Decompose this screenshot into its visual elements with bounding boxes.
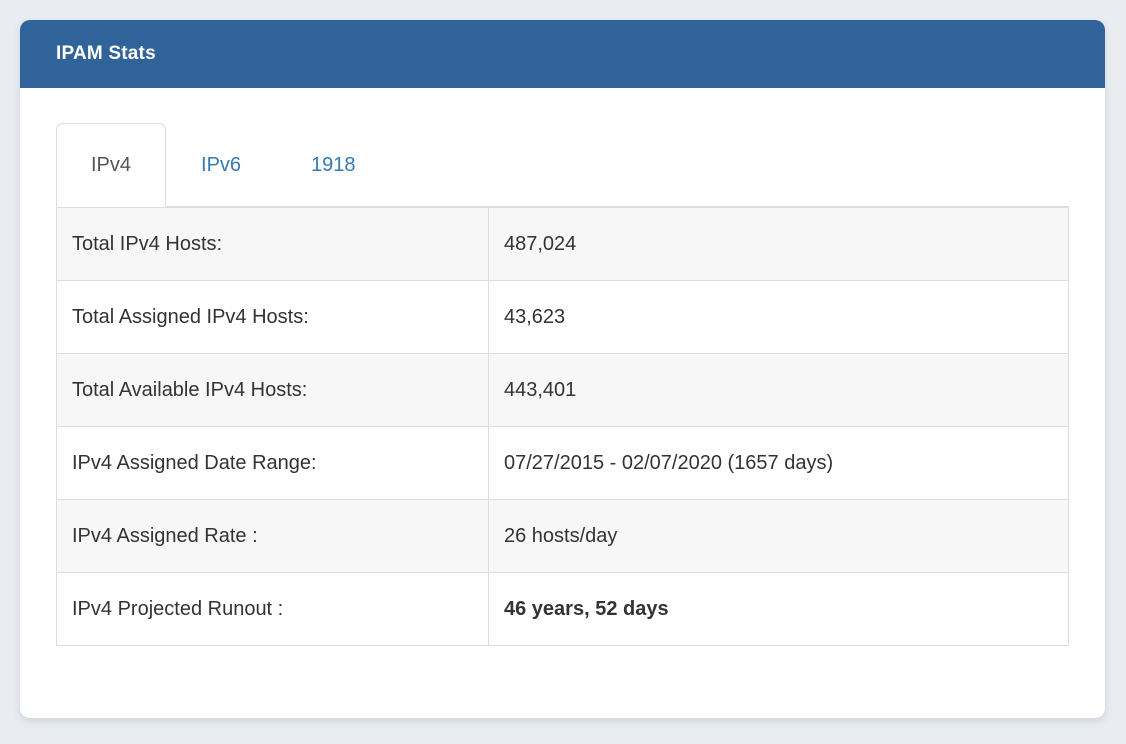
row-value: 487,024 [488,207,1069,281]
row-label: Total Assigned IPv4 Hosts: [56,280,489,354]
tab-1918[interactable]: 1918 [311,154,356,176]
row-value: 26 hosts/day [488,499,1069,573]
table-row: IPv4 Assigned Rate : 26 hosts/day [56,499,1069,573]
row-value: 43,623 [488,280,1069,354]
tab-ipv4[interactable]: IPv4 [56,123,167,207]
row-label: Total IPv4 Hosts: [56,207,489,281]
row-label: IPv4 Assigned Rate : [56,499,489,573]
row-label: IPv4 Assigned Date Range: [56,426,489,500]
tab-bar: IPv4 IPv6 1918 [56,123,1069,207]
table-row: IPv4 Assigned Date Range: 07/27/2015 - 0… [56,426,1069,500]
ipam-stats-panel: IPAM Stats IPv4 IPv6 1918 Total IPv4 Hos… [20,20,1105,718]
row-label: IPv4 Projected Runout : [56,572,489,646]
table-row: Total Available IPv4 Hosts: 443,401 [56,353,1069,427]
row-value: 07/27/2015 - 02/07/2020 (1657 days) [488,426,1069,500]
tab-ipv6[interactable]: IPv6 [201,154,242,176]
row-value: 443,401 [488,353,1069,427]
panel-body: IPv4 IPv6 1918 Total IPv4 Hosts: 487,024… [20,88,1105,646]
table-row: Total IPv4 Hosts: 487,024 [56,207,1069,281]
page-title: IPAM Stats [56,43,156,64]
row-label: Total Available IPv4 Hosts: [56,353,489,427]
table-row: Total Assigned IPv4 Hosts: 43,623 [56,280,1069,354]
table-row: IPv4 Projected Runout : 46 years, 52 day… [56,572,1069,646]
ipv4-stats-table: Total IPv4 Hosts: 487,024 Total Assigned… [56,207,1069,646]
row-value: 46 years, 52 days [488,572,1069,646]
panel-header: IPAM Stats [20,20,1105,88]
